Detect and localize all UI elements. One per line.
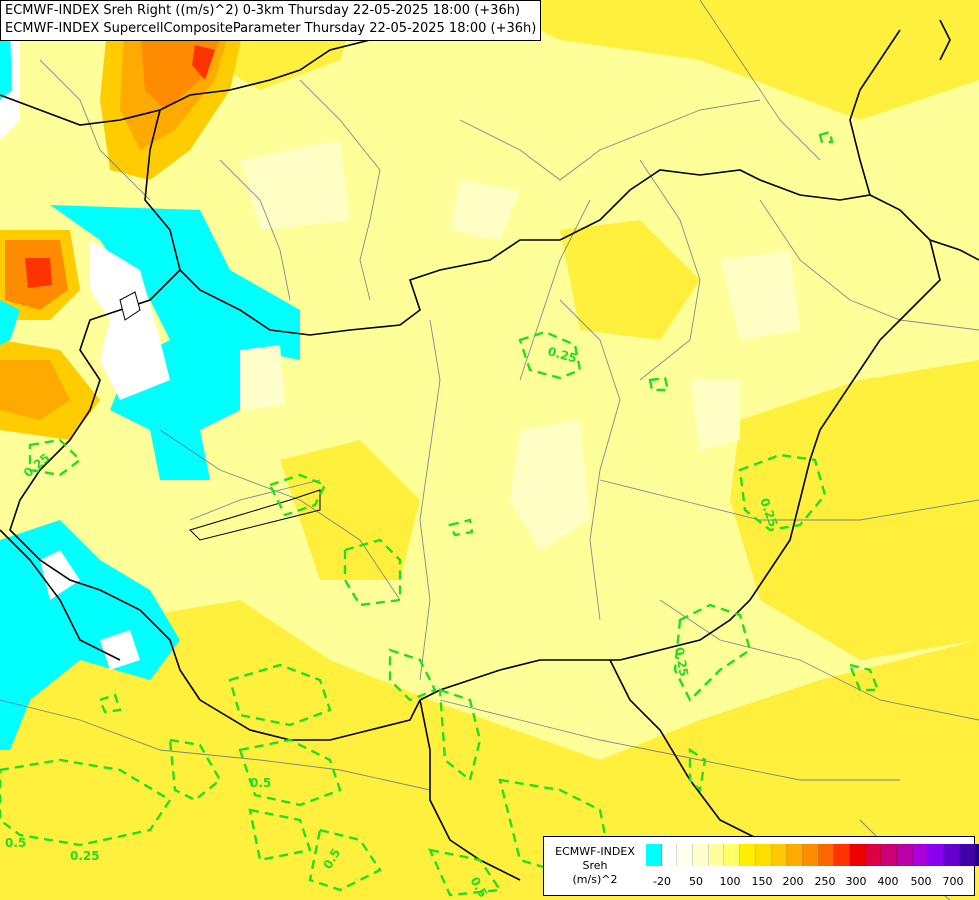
legend-tick: 150 (751, 875, 773, 888)
sreh-orange-fill (0, 0, 250, 440)
legend-title: ECMWF-INDEX Sreh (m/s)^2 (550, 845, 640, 887)
legend-swatch (646, 844, 662, 866)
legend-swatch (677, 844, 694, 866)
title-line-2: ECMWF-INDEX SupercellCompositeParameter … (5, 21, 537, 36)
legend-title-line-1: ECMWF-INDEX (555, 845, 635, 858)
legend-swatch (740, 844, 756, 866)
legend-swatch (661, 844, 678, 866)
contour-label: 0.5 (250, 776, 271, 790)
legend-title-line-2: Sreh (582, 859, 608, 872)
legend-tick: 200 (782, 875, 804, 888)
legend-swatch (928, 844, 945, 866)
legend-tick: 100 (719, 875, 741, 888)
legend-swatch (802, 844, 819, 866)
legend-swatch (975, 844, 979, 866)
legend-swatch (755, 844, 772, 866)
title-line-1: ECMWF-INDEX Sreh Right ((m/s)^2) 0-3km T… (5, 3, 521, 18)
contour-label: 0.25 (70, 849, 100, 863)
legend-swatch (787, 844, 803, 866)
legend-tick: 300 (845, 875, 867, 888)
contour-label: 0.25 (672, 646, 691, 678)
sreh-cyan-fill (0, 0, 300, 750)
legend-swatch (834, 844, 850, 866)
legend-swatch (959, 844, 976, 866)
color-legend: ECMWF-INDEX Sreh (m/s)^2 -20 50 100 150 200 2… (543, 836, 979, 896)
lake-small (119, 291, 141, 321)
map-title: ECMWF-INDEX Sreh Right ((m/s)^2) 0-3km T… (0, 0, 542, 41)
legend-swatch (708, 844, 725, 866)
legend-swatches (646, 844, 979, 866)
legend-swatch (849, 844, 866, 866)
legend-swatch (771, 844, 788, 866)
legend-swatch (912, 844, 929, 866)
legend-tick: 500 (910, 875, 932, 888)
legend-tick-labels: -20 50 100 150 200 250 300 400 500 700 (640, 875, 972, 889)
legend-tick: 700 (942, 875, 964, 888)
lake (189, 489, 321, 541)
legend-swatch (865, 844, 882, 866)
legend-swatch (693, 844, 709, 866)
legend-swatch (944, 844, 960, 866)
legend-tick: -20 (653, 875, 671, 888)
legend-tick: 400 (877, 875, 899, 888)
legend-swatch (897, 844, 913, 866)
contour-label: 0.5 (5, 836, 26, 850)
legend-swatch (818, 844, 835, 866)
legend-swatch (724, 844, 741, 866)
legend-tick: 250 (814, 875, 836, 888)
legend-swatch (881, 844, 897, 866)
legend-tick: 50 (689, 875, 703, 888)
sreh-lightyellow-fill (240, 140, 800, 550)
legend-title-line-3: (m/s)^2 (572, 873, 618, 886)
